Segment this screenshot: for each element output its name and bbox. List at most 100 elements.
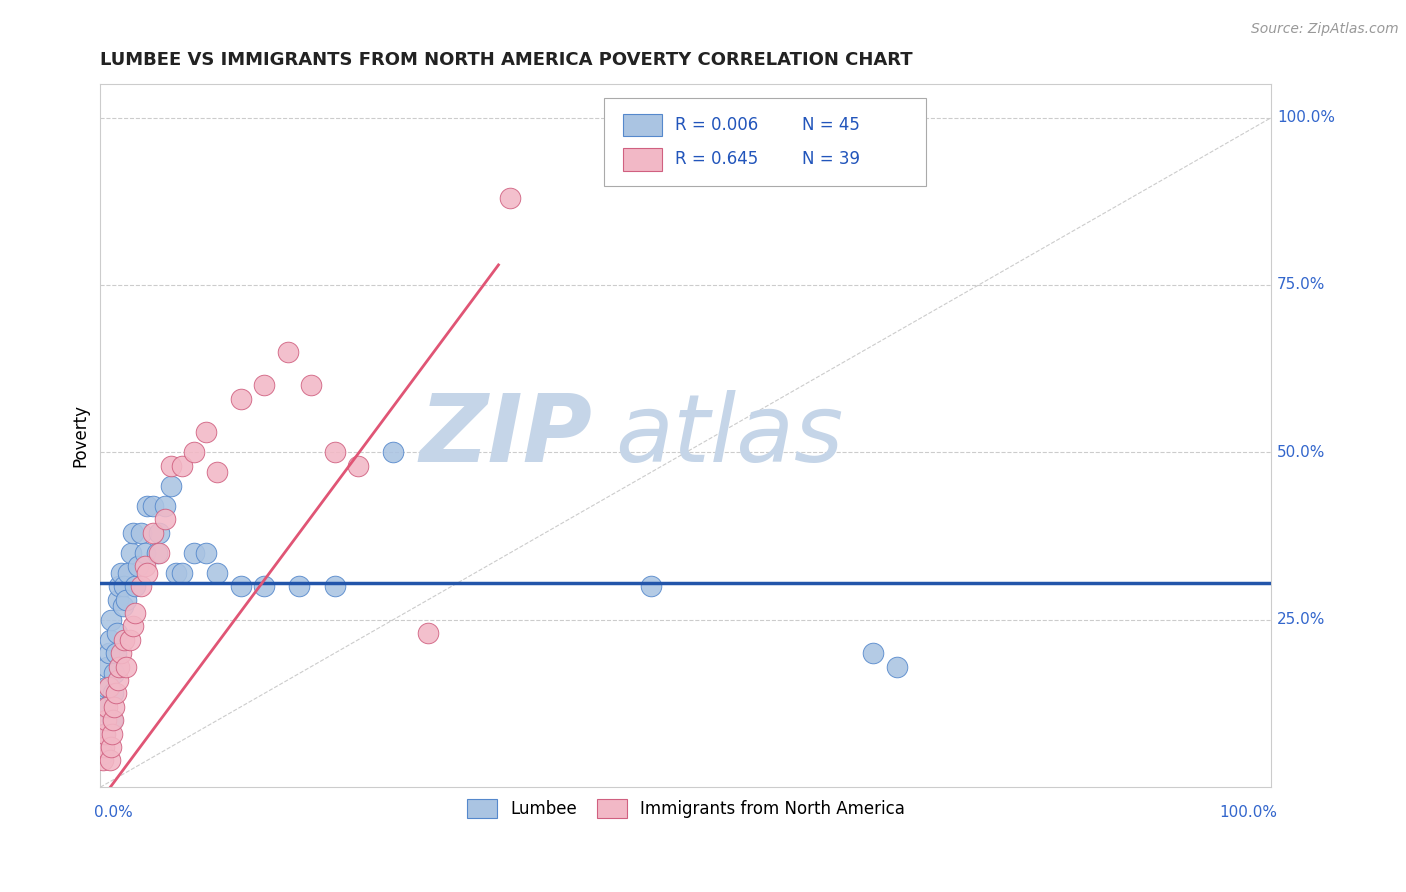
- Point: [159, 458, 181, 473]
- Point: [122, 525, 145, 540]
- Text: N = 39: N = 39: [801, 151, 860, 169]
- Point: [118, 632, 141, 647]
- Text: 75.0%: 75.0%: [1277, 277, 1326, 293]
- Point: [207, 566, 229, 580]
- Text: 25.0%: 25.0%: [1277, 612, 1326, 627]
- Point: [94, 726, 117, 740]
- Point: [862, 646, 884, 660]
- Point: [253, 579, 276, 593]
- FancyBboxPatch shape: [623, 113, 662, 136]
- Point: [110, 566, 132, 580]
- FancyBboxPatch shape: [623, 148, 662, 170]
- Point: [93, 739, 115, 754]
- Point: [108, 579, 131, 593]
- Point: [98, 632, 121, 647]
- Text: 100.0%: 100.0%: [1277, 110, 1336, 125]
- Point: [142, 499, 165, 513]
- Point: [101, 713, 124, 727]
- Point: [253, 378, 276, 392]
- Point: [131, 579, 153, 593]
- Point: [183, 546, 205, 560]
- Point: [323, 579, 346, 593]
- Point: [105, 626, 128, 640]
- Point: [499, 191, 522, 205]
- Text: 100.0%: 100.0%: [1219, 805, 1277, 820]
- Point: [207, 466, 229, 480]
- Point: [136, 499, 159, 513]
- Point: [103, 699, 125, 714]
- Text: Source: ZipAtlas.com: Source: ZipAtlas.com: [1251, 22, 1399, 37]
- Point: [96, 659, 118, 673]
- Point: [229, 579, 252, 593]
- Point: [112, 579, 135, 593]
- Point: [93, 726, 115, 740]
- Point: [108, 659, 131, 673]
- Point: [148, 525, 170, 540]
- Point: [145, 546, 167, 560]
- Point: [103, 713, 125, 727]
- Point: [142, 525, 165, 540]
- Point: [104, 646, 127, 660]
- Point: [91, 747, 114, 761]
- Point: [124, 579, 146, 593]
- Point: [288, 579, 311, 593]
- Point: [100, 739, 122, 754]
- Point: [229, 392, 252, 406]
- Text: R = 0.006: R = 0.006: [675, 116, 759, 134]
- Point: [382, 445, 405, 459]
- Text: R = 0.645: R = 0.645: [675, 151, 759, 169]
- Point: [96, 713, 118, 727]
- Text: LUMBEE VS IMMIGRANTS FROM NORTH AMERICA POVERTY CORRELATION CHART: LUMBEE VS IMMIGRANTS FROM NORTH AMERICA …: [100, 51, 912, 69]
- Point: [107, 673, 129, 687]
- Point: [103, 666, 125, 681]
- Point: [120, 546, 142, 560]
- Point: [194, 546, 217, 560]
- Point: [115, 592, 138, 607]
- Point: [110, 646, 132, 660]
- Point: [103, 686, 125, 700]
- Text: N = 45: N = 45: [801, 116, 860, 134]
- Point: [134, 559, 156, 574]
- Point: [418, 626, 440, 640]
- Point: [323, 445, 346, 459]
- Point: [122, 619, 145, 633]
- Text: ZIP: ZIP: [419, 390, 592, 482]
- Point: [91, 753, 114, 767]
- Text: atlas: atlas: [616, 390, 844, 481]
- Point: [153, 512, 176, 526]
- Point: [117, 566, 139, 580]
- Point: [96, 680, 118, 694]
- Point: [886, 659, 908, 673]
- Point: [96, 699, 118, 714]
- Y-axis label: Poverty: Poverty: [72, 404, 89, 467]
- Point: [115, 659, 138, 673]
- Point: [153, 499, 176, 513]
- Point: [136, 566, 159, 580]
- Point: [183, 445, 205, 459]
- Point: [172, 458, 194, 473]
- Point: [347, 458, 370, 473]
- Point: [299, 378, 322, 392]
- Point: [124, 606, 146, 620]
- Point: [172, 566, 194, 580]
- Point: [111, 599, 134, 614]
- Point: [100, 613, 122, 627]
- Point: [112, 632, 135, 647]
- Text: 0.0%: 0.0%: [94, 805, 134, 820]
- Point: [159, 479, 181, 493]
- Point: [194, 425, 217, 440]
- Point: [101, 726, 124, 740]
- Point: [104, 686, 127, 700]
- FancyBboxPatch shape: [603, 98, 927, 186]
- Point: [134, 546, 156, 560]
- Text: 50.0%: 50.0%: [1277, 445, 1326, 460]
- Point: [148, 546, 170, 560]
- Point: [131, 525, 153, 540]
- Point: [98, 753, 121, 767]
- Point: [277, 345, 299, 359]
- Point: [640, 579, 662, 593]
- Point: [97, 680, 120, 694]
- Point: [107, 592, 129, 607]
- Point: [94, 699, 117, 714]
- Point: [127, 559, 149, 574]
